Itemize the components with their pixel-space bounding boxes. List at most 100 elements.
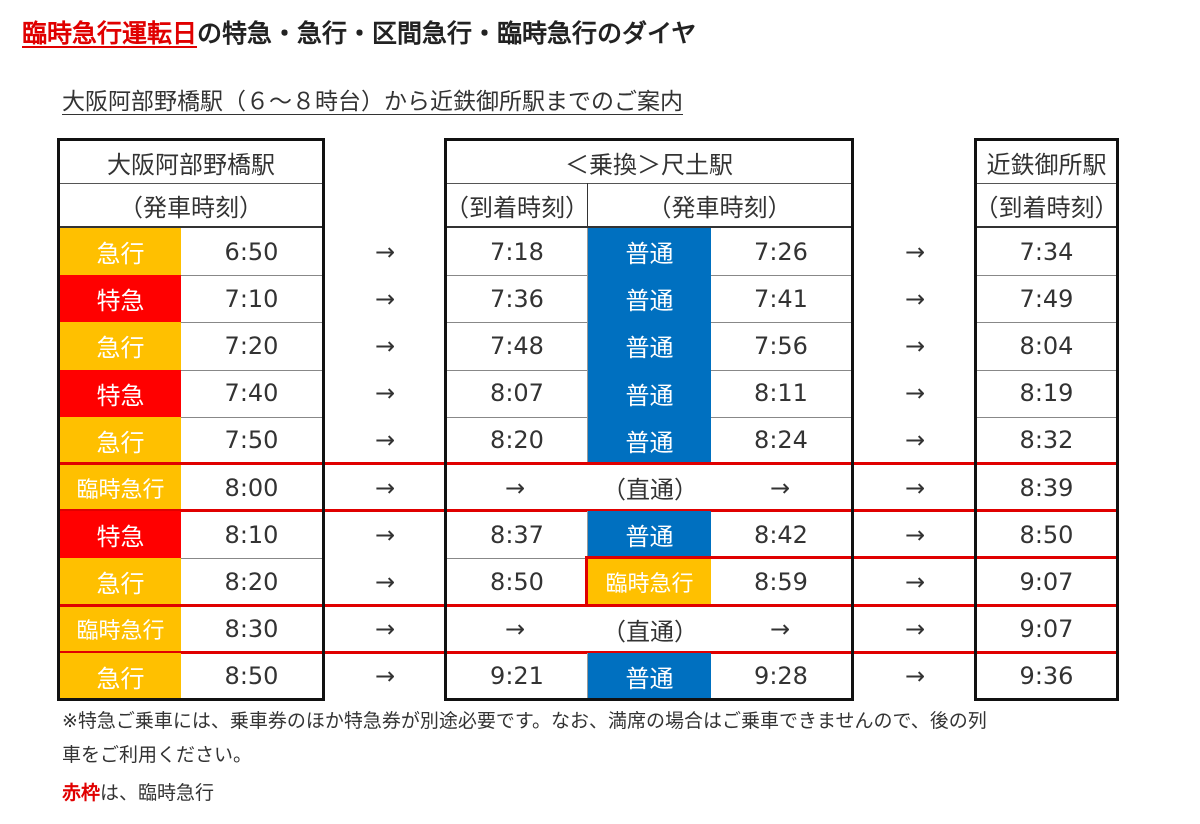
transfer-station-header: ＜乗換＞尺土駅 — [565, 150, 733, 179]
dest-header-bottom — [976, 226, 1117, 228]
transfer-departure-time: 7:56 — [754, 331, 808, 360]
arrow-icon: → — [374, 331, 396, 360]
page-subtitle: 大阪阿部野橋駅（６～８時台）から近鉄御所駅までのご案内 — [62, 89, 683, 115]
origin-departure-time: 8:50 — [224, 662, 279, 691]
origin-header-bottom — [59, 226, 323, 228]
row-divider — [60, 322, 322, 324]
legend-red-label: 赤枠 — [62, 782, 101, 804]
title-highlight: 臨時急行運転日 — [22, 19, 198, 48]
transfer-arrival-time: 9:21 — [490, 662, 544, 691]
transfer-departure-time: 8:59 — [754, 567, 808, 596]
train-type-badge: 臨時急行 — [60, 464, 181, 512]
column-divider — [587, 652, 588, 700]
transfer-header-split — [587, 183, 588, 227]
arrow-icon: → — [904, 379, 926, 408]
legend-text: は、臨時急行 — [100, 782, 215, 804]
transfer-departure-time: 8:11 — [754, 379, 808, 408]
column-divider — [587, 369, 588, 417]
transfer-train-type-badge: 普通 — [588, 652, 711, 700]
column-divider — [587, 511, 588, 559]
arrow-icon: → — [374, 615, 396, 644]
transfer-arrival-header: （到着時刻） — [445, 193, 589, 222]
arrow-icon: → — [904, 567, 926, 596]
arrow-icon: → — [769, 473, 791, 502]
arrow-icon: → — [904, 662, 926, 691]
transfer-train-type-badge: 普通 — [588, 275, 711, 323]
row-divider — [60, 369, 322, 371]
transfer-departure-time: 9:28 — [754, 662, 808, 691]
arrow-icon: → — [769, 615, 791, 644]
dest-station-header: 近鉄御所駅 — [986, 150, 1107, 179]
dest-arrival-time: 9:07 — [1019, 615, 1074, 644]
arrow-icon: → — [374, 426, 396, 455]
arrow-icon: → — [904, 520, 926, 549]
arrow-icon: → — [504, 615, 526, 644]
transfer-header-bottom — [446, 226, 852, 228]
dest-header-divider — [976, 183, 1117, 184]
transfer-train-type-badge: 普通 — [588, 416, 711, 464]
transfer-arrival-time: 8:07 — [490, 379, 544, 408]
arrow-icon: → — [904, 331, 926, 360]
transfer-arrival-time: 7:48 — [490, 331, 544, 360]
arrow-icon: → — [904, 426, 926, 455]
train-type-badge: 急行 — [60, 652, 181, 700]
column-divider — [587, 416, 588, 464]
arrow-icon: → — [374, 237, 396, 266]
column-divider — [587, 322, 588, 370]
origin-header-divider — [59, 183, 323, 184]
arrow-icon: → — [904, 473, 926, 502]
column-divider — [587, 228, 588, 276]
dest-arrival-time: 8:19 — [1019, 379, 1074, 408]
transfer-column-box — [444, 138, 854, 701]
transfer-arrival-time: 7:36 — [490, 284, 544, 313]
dest-arrival-time: 7:34 — [1019, 237, 1074, 266]
train-type-badge: 急行 — [60, 416, 181, 464]
arrow-icon: → — [904, 615, 926, 644]
transfer-departure-time: 8:24 — [754, 426, 808, 455]
transfer-header-divider — [446, 183, 852, 184]
dest-arrival-time: 9:36 — [1019, 662, 1074, 691]
train-type-badge: 特急 — [60, 275, 181, 323]
column-divider — [587, 275, 588, 323]
transfer-departure-header: （発車時刻） — [647, 193, 792, 222]
note-line-1: ※特急ご乗車には、乗車券のほか特急券が別途必要です。なお、満席の場合はご乗車でき… — [62, 710, 987, 732]
row-divider — [60, 416, 322, 418]
page-title: 臨時急行運転日の特急・急行・区間急行・臨時急行のダイヤ — [22, 14, 696, 50]
origin-departure-time: 6:50 — [224, 237, 279, 266]
title-rest: の特急・急行・区間急行・臨時急行のダイヤ — [197, 19, 697, 48]
arrow-icon: → — [374, 284, 396, 313]
origin-departure-time: 7:50 — [224, 426, 279, 455]
row-divider — [977, 369, 1116, 371]
arrow-icon: → — [374, 520, 396, 549]
dest-arrival-time: 8:32 — [1019, 426, 1074, 455]
dest-arrival-time: 8:04 — [1019, 331, 1074, 360]
transfer-departure-time: 7:41 — [754, 284, 808, 313]
dest-arrival-time: 8:50 — [1019, 520, 1074, 549]
transfer-train-type-badge: 普通 — [588, 511, 711, 559]
train-type-badge: 特急 — [60, 511, 181, 559]
transfer-train-type-badge: 普通 — [588, 322, 711, 370]
transfer-departure-time: 7:26 — [754, 237, 808, 266]
arrow-icon: → — [374, 473, 396, 502]
train-type-badge: 臨時急行 — [60, 605, 181, 653]
transfer-departure-time: 8:42 — [754, 520, 808, 549]
note-line-2: 車をご利用ください。 — [62, 744, 253, 766]
dest-arrival-header: （到着時刻） — [974, 193, 1119, 222]
row-divider — [60, 558, 322, 560]
dest-arrival-time: 9:07 — [1019, 567, 1074, 596]
origin-departure-time: 8:00 — [224, 473, 279, 502]
train-type-badge: 急行 — [60, 228, 181, 276]
origin-column-box — [57, 138, 325, 701]
arrow-icon: → — [904, 284, 926, 313]
origin-departure-time: 7:10 — [224, 284, 279, 313]
origin-departure-time: 7:40 — [224, 379, 279, 408]
transfer-arrival-time: 7:18 — [490, 237, 544, 266]
dest-arrival-time: 7:49 — [1019, 284, 1074, 313]
origin-departure-time: 7:20 — [224, 331, 279, 360]
origin-departure-time: 8:20 — [224, 567, 279, 596]
arrow-icon: → — [504, 473, 526, 502]
arrow-icon: → — [374, 567, 396, 596]
train-type-badge: 急行 — [60, 558, 181, 606]
through-service-label: （直通） — [602, 476, 698, 505]
legend: 赤枠は、臨時急行 — [62, 778, 214, 805]
